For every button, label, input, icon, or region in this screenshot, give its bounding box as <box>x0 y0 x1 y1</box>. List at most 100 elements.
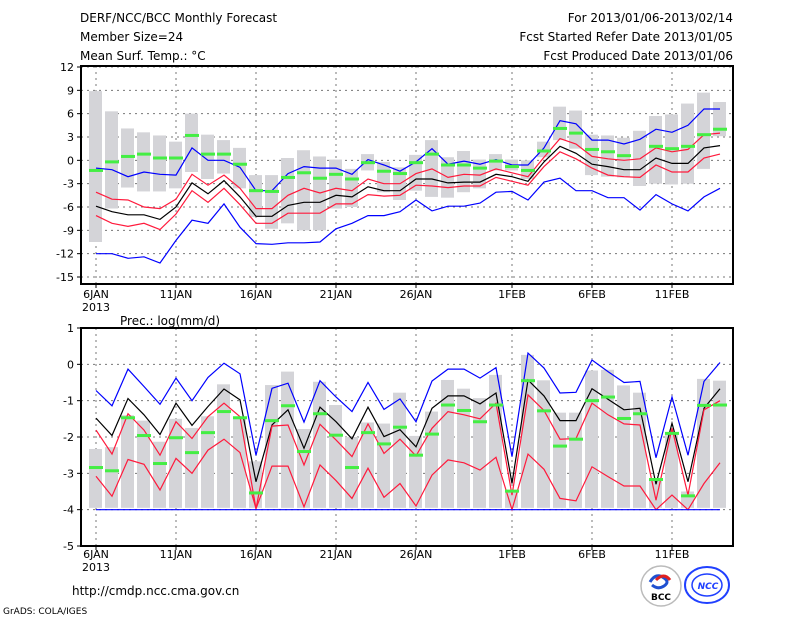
spread-bar <box>137 132 150 192</box>
observation-marker <box>537 149 551 153</box>
observation-marker <box>377 169 391 173</box>
x-tick-label: 11JAN <box>160 548 193 561</box>
observation-marker <box>457 163 471 167</box>
observation-marker <box>361 431 375 435</box>
spread-bar <box>169 141 182 189</box>
observation-marker <box>185 451 199 455</box>
spread-bar <box>489 374 502 508</box>
observation-marker <box>249 491 263 495</box>
observation-marker <box>281 404 295 408</box>
spread-bar <box>537 141 550 158</box>
x-tick-label: 6FEB <box>578 288 606 301</box>
spread-bar <box>185 427 198 508</box>
observation-marker <box>441 163 455 167</box>
observation-marker <box>297 171 311 175</box>
plot-frame <box>80 327 734 547</box>
spread-bar <box>329 405 342 508</box>
x-tick-label: 6FEB <box>578 548 606 561</box>
spread-bar <box>665 433 678 508</box>
spread-bar <box>105 447 118 508</box>
observation-marker <box>665 147 679 151</box>
spread-bar <box>329 159 342 209</box>
spread-bar <box>553 412 566 508</box>
spread-bar <box>553 106 566 141</box>
spread-bar <box>169 418 182 508</box>
observation-marker <box>505 165 519 169</box>
series-line-upper <box>95 132 721 210</box>
x-tick-label: 11JAN <box>160 288 193 301</box>
observation-marker <box>649 144 663 148</box>
observation-marker <box>681 494 695 498</box>
observation-marker <box>169 436 183 440</box>
observation-marker <box>553 444 567 448</box>
y-tick-label: -3 <box>63 467 74 480</box>
observation-marker <box>217 152 231 156</box>
spread-bar <box>617 137 630 178</box>
y-tick-label: -3 <box>63 178 74 191</box>
observation-marker <box>681 144 695 148</box>
bcc-logo: BCC <box>640 565 682 607</box>
ncc-logo: NCC <box>684 566 730 604</box>
precipitation-panel: 1 0 -1 -2 -3 -4 -5 6JAN 11JAN 16JAN 21JAN 26JAN 1FEB… <box>63 322 734 574</box>
spread-bar <box>217 140 230 174</box>
spread-bar <box>697 92 710 169</box>
y-tick-label: 0 <box>67 358 74 371</box>
observation-marker <box>425 432 439 436</box>
spread-bar <box>297 150 310 231</box>
observation-marker <box>233 162 247 166</box>
spread-bar <box>361 422 374 508</box>
observation-marker <box>201 431 215 435</box>
observation-marker <box>377 442 391 446</box>
spread-bar <box>633 392 646 508</box>
series-line-min <box>96 177 721 264</box>
forecast-period: For 2013/01/06-2013/02/14 <box>568 11 733 25</box>
x-tick-label: 21JAN <box>320 288 353 301</box>
y-tick-label: -6 <box>63 201 74 214</box>
observation-marker <box>185 133 199 137</box>
bcc-logo-text: BCC <box>651 593 671 603</box>
observation-marker <box>553 126 567 130</box>
observation-marker <box>281 175 295 179</box>
observation-marker <box>89 168 103 172</box>
x-tick-label: 11FEB <box>655 288 690 301</box>
y-tick-label: -2 <box>63 431 74 444</box>
observation-marker <box>713 127 727 131</box>
observation-marker <box>329 433 343 437</box>
observation-marker <box>169 156 183 160</box>
spread-bar <box>617 385 630 508</box>
series-line-mean <box>95 378 721 485</box>
x-tick-label: 6JAN <box>83 288 109 301</box>
series-line-lower <box>95 438 721 512</box>
series-line-max <box>95 351 721 458</box>
observation-marker <box>249 189 263 193</box>
observation-marker <box>569 131 583 135</box>
observation-marker <box>265 189 279 193</box>
observation-marker <box>713 403 727 407</box>
spread-bar <box>425 411 438 508</box>
spread-bar <box>217 384 230 508</box>
observation-marker <box>217 410 231 414</box>
grads-credit: GrADS: COLA/IGES <box>3 607 87 617</box>
x-tick-label: 1FEB <box>498 548 526 561</box>
series-line-upper <box>95 393 721 509</box>
observation-marker <box>345 466 359 470</box>
observation-marker <box>121 416 135 420</box>
y-tick-label: 0 <box>67 154 74 167</box>
ncc-logo-text: NCC <box>698 582 719 592</box>
observation-marker <box>521 379 535 383</box>
observation-marker <box>441 403 455 407</box>
y-tick-label: -9 <box>63 224 74 237</box>
observation-marker <box>537 409 551 413</box>
observation-marker <box>633 412 647 416</box>
spread-bar <box>233 147 246 189</box>
spread-bar <box>569 110 582 149</box>
observation-marker <box>313 176 327 180</box>
observation-marker <box>105 469 119 473</box>
observation-marker <box>569 437 583 441</box>
x-tick-label: 26JAN <box>400 288 433 301</box>
observation-marker <box>489 403 503 407</box>
observation-marker <box>473 166 487 170</box>
spread-bar <box>153 441 166 508</box>
spread-bar <box>265 385 278 508</box>
year-label: 2013 <box>82 561 110 574</box>
